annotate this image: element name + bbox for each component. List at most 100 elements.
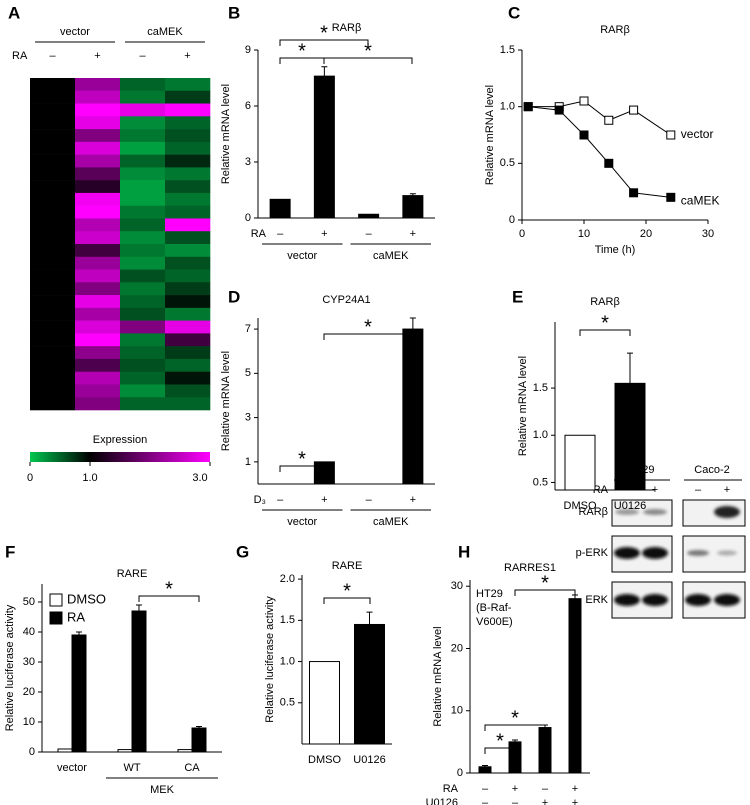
y-tick-label: 30 [23,656,35,668]
heatmap-cell [75,256,121,270]
error-bar [366,611,373,625]
heatmap-cell [165,154,211,168]
bar [269,198,291,219]
y-tick-label: 0 [509,214,515,226]
inset-text: (B-Raf- [476,602,512,614]
heatmap-cell [75,307,121,321]
heatmap-cell [120,269,166,283]
heatmap-cell [30,256,76,270]
heatmap-cell [120,320,166,334]
y-tick-label: 5 [245,367,251,379]
significance-bracket [484,747,516,754]
error-bar [409,317,416,330]
heatmap-cell [120,192,166,206]
heatmap-cell [75,129,121,143]
heatmap-cell [165,180,211,194]
significance-star: * [364,316,372,338]
panel-label: A [8,3,20,22]
x-tick-label: vector [57,762,87,774]
group-label: vector [60,26,90,38]
y-tick-label: 40 [23,626,35,638]
colorbar [30,452,210,462]
error-bar [512,739,518,742]
heatmap-cell [120,116,166,130]
group-label: caMEK [147,26,183,38]
row-value: – [512,797,519,805]
y-tick-label: 0 [457,767,463,779]
significance-star: * [298,448,306,470]
bar [354,623,385,745]
bar [71,634,87,753]
column-label: – [139,50,146,62]
y-tick-label: 30 [451,580,463,592]
heatmap-cell [75,397,121,411]
colorbar-label: Expression [93,434,147,446]
panel-label: F [5,542,15,561]
y-tick-label: 1 [245,456,251,468]
bar [402,195,424,219]
row-value: + [321,494,327,506]
significance-bracket [579,329,631,336]
inset-text: HT29 [476,588,503,600]
heatmap-cell [30,346,76,360]
colorbar-tick-label: 3.0 [192,472,207,484]
heatmap-cell [75,192,121,206]
legend-swatch [49,611,63,625]
row-value: – [482,783,489,795]
heatmap-cell [165,346,211,360]
heatmap-cell [30,129,76,143]
blot-band [714,506,740,518]
x-tick-label: U0126 [614,500,646,512]
heatmap-cell [165,192,211,206]
blot-band [685,594,711,606]
chart-title: RARβ [332,22,362,34]
row-value: – [366,494,373,506]
y-tick-label: 20 [23,686,35,698]
significance-bracket [323,597,371,604]
row-label: RA [251,228,267,240]
heatmap-cell [165,167,211,181]
group-label: vector [287,516,317,528]
series-label: vector [681,127,714,141]
row-value: + [572,783,578,795]
bar [538,727,552,774]
heatmap-cell [75,180,121,194]
y-tick-label: 0.5 [533,476,548,488]
legend-label: DMSO [67,591,106,606]
heatmap-cell [75,333,121,347]
heatmap-cell [30,282,76,296]
heatmap-cell [120,180,166,194]
error-bar [409,193,416,196]
heatmap-cell [75,231,121,245]
group-label: vector [287,250,317,262]
heatmap-cell [120,78,166,92]
blot-lane: + [724,484,730,496]
y-tick-label: 0 [245,212,251,224]
y-tick-label: 1.5 [533,382,548,394]
panel-label: C [508,3,520,22]
significance-star: * [165,578,173,600]
y-axis-label: Relative mRNA level [517,356,529,456]
heatmap-cell [120,384,166,398]
heatmap-cell [30,295,76,309]
marker [604,158,614,168]
y-tick-label: 9 [245,44,251,56]
heatmap-cell [30,371,76,385]
heatmap-cell [120,244,166,258]
blot-cell-line: Caco-2 [694,464,729,476]
row-label: U0126 [426,797,458,805]
heatmap-cell [165,397,211,411]
heatmap-cell [30,192,76,206]
heatmap-cell [30,358,76,372]
bar [117,749,133,753]
heatmap-cell [120,371,166,385]
y-tick-label: 2.0 [280,573,295,585]
blot-band [615,509,639,515]
x-tick-label: 30 [702,228,714,240]
heatmap-cell [30,154,76,168]
heatmap-cell [75,154,121,168]
y-tick-label: 20 [451,642,463,654]
heatmap-cell [120,103,166,117]
western-blot: HT29 Caco-2 RA – + – + RARβ p-ERK ERK [576,464,746,619]
